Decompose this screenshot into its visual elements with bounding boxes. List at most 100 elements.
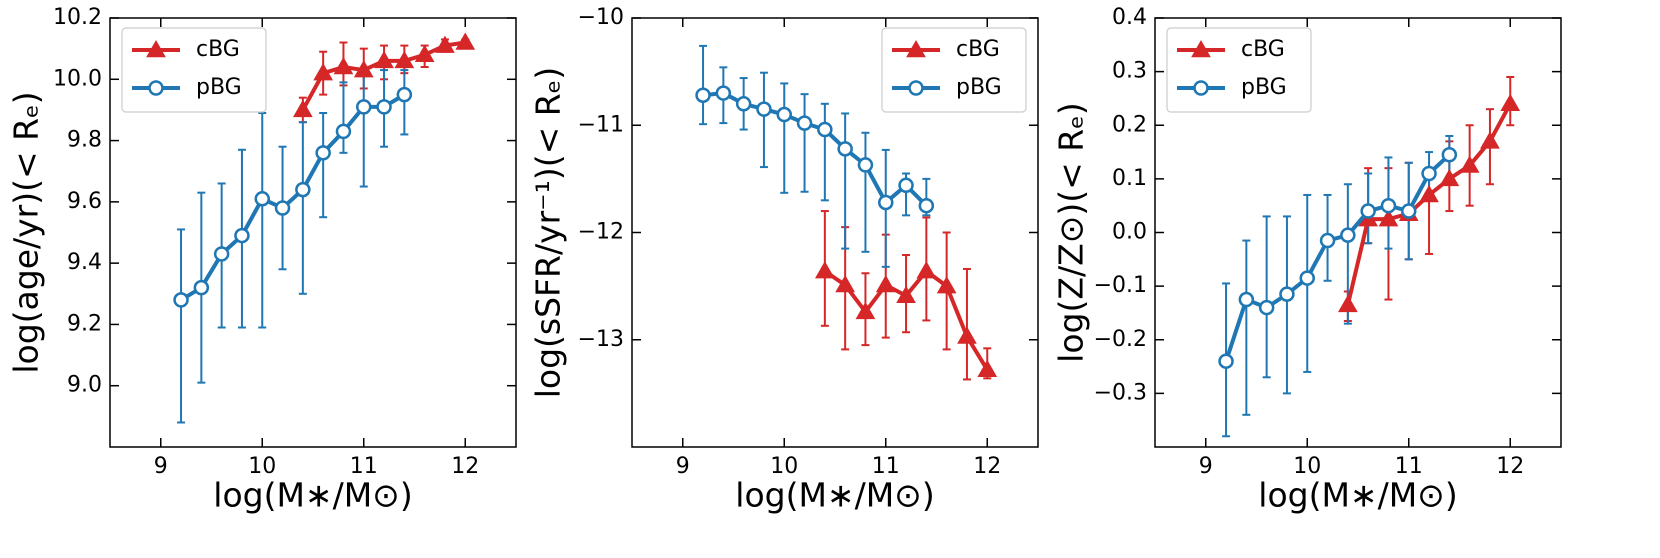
- y-tick-label: −0.1: [1094, 273, 1147, 298]
- marker: [1319, 232, 1336, 249]
- legend-box: [881, 27, 1027, 113]
- error-bar: [258, 111, 267, 329]
- error-bar: [759, 71, 768, 169]
- marker: [1419, 184, 1439, 203]
- marker: [353, 60, 374, 78]
- marker: [835, 275, 856, 293]
- error-bar: [820, 102, 829, 202]
- error-bar: [319, 111, 328, 219]
- legend-label: cBG: [196, 37, 240, 62]
- marker: [1439, 168, 1460, 187]
- marker: [837, 141, 853, 157]
- y-tick-label: 10.2: [53, 5, 102, 30]
- marker: [333, 57, 354, 75]
- marker: [394, 50, 415, 69]
- y-tick-label: 9.0: [67, 373, 102, 398]
- marker: [817, 121, 833, 138]
- error-bar: [861, 131, 870, 253]
- marker: [356, 99, 372, 115]
- y-tick-label: 10.0: [53, 66, 102, 91]
- series-line: [1224, 153, 1451, 362]
- marker: [875, 275, 896, 293]
- legend-box: [121, 27, 267, 113]
- y-tick-label: 9.4: [67, 250, 102, 275]
- marker: [1480, 131, 1500, 149]
- x-axis-label: log(M∗/M⊙): [735, 476, 934, 515]
- marker: [234, 227, 250, 244]
- x-tick-label: 9: [676, 454, 690, 479]
- marker: [916, 261, 937, 279]
- marker: [148, 80, 164, 96]
- marker: [1279, 286, 1295, 302]
- marker: [1380, 197, 1397, 214]
- y-tick-label: −0.2: [1094, 327, 1147, 352]
- marker: [1401, 203, 1417, 219]
- marker: [292, 99, 313, 118]
- x-tick-label: 9: [154, 454, 168, 479]
- marker: [1340, 227, 1356, 243]
- error-bar: [1282, 215, 1291, 395]
- x-axis-label: log(M∗/M⊙): [1258, 476, 1457, 515]
- marker: [1500, 93, 1521, 112]
- y-tick-label: −13: [578, 327, 624, 352]
- marker: [193, 279, 210, 296]
- marker: [715, 85, 732, 101]
- error-bar: [177, 228, 186, 424]
- marker: [1378, 209, 1399, 227]
- marker: [756, 101, 772, 117]
- marker: [1421, 165, 1437, 182]
- marker: [414, 44, 435, 63]
- error-bar: [339, 81, 348, 154]
- marker: [254, 191, 270, 207]
- error-bar: [699, 44, 708, 126]
- y-axis-label: log(Z/Z⊙)(< Rₑ): [1052, 102, 1091, 363]
- legend-label: pBG: [1241, 75, 1287, 100]
- marker: [735, 96, 752, 112]
- marker: [213, 246, 230, 262]
- error-bar: [1262, 215, 1271, 379]
- y-tick-label: 0.4: [1112, 5, 1147, 30]
- marker: [918, 197, 935, 214]
- y-tick-label: 9.2: [67, 311, 102, 336]
- legend-label: cBG: [956, 37, 1000, 62]
- plot-frame: [109, 17, 517, 448]
- marker: [1238, 291, 1255, 308]
- error-bar: [800, 93, 809, 193]
- legend-label: cBG: [1241, 37, 1285, 62]
- marker: [146, 39, 166, 58]
- marker: [814, 261, 835, 279]
- error-bar: [298, 121, 307, 295]
- y-tick-label: 0.3: [1112, 59, 1147, 84]
- marker: [455, 32, 476, 50]
- x-tick-label: 11: [350, 454, 378, 479]
- panel: 9 10 11 12 −0.3 −0.2 −0.1 0.0 0.1 0.2 0.3 0.4 log(M∗…: [1052, 5, 1562, 515]
- marker: [896, 285, 916, 304]
- y-tick-label: 0.1: [1112, 166, 1147, 191]
- marker: [855, 301, 876, 320]
- marker: [857, 157, 874, 173]
- marker: [1337, 294, 1358, 313]
- marker: [315, 145, 331, 161]
- marker: [1360, 203, 1376, 219]
- marker: [936, 276, 957, 294]
- marker: [1218, 353, 1234, 369]
- y-tick-label: −12: [578, 220, 624, 245]
- marker: [1193, 80, 1209, 96]
- legend: cBG pBG: [881, 27, 1027, 113]
- legend: cBG pBG: [1166, 27, 1312, 113]
- marker: [1191, 39, 1211, 58]
- legend-label: pBG: [196, 75, 242, 100]
- panel: 9 10 11 12 −13 −12 −11 −10 log(M∗/M⊙) log(sSFR/yr…: [529, 5, 1039, 515]
- marker: [878, 194, 894, 211]
- x-tick-label: 12: [1496, 454, 1524, 479]
- marker: [1459, 155, 1480, 173]
- y-tick-label: 9.8: [67, 128, 102, 153]
- x-tick-label: 12: [451, 454, 479, 479]
- y-axis-label: log(age/yr)(< Rₑ): [7, 91, 46, 373]
- marker: [173, 292, 189, 308]
- y-tick-label: −0.3: [1094, 380, 1147, 405]
- legend-box: [1166, 27, 1312, 113]
- error-bar: [962, 267, 971, 381]
- y-tick-label: 9.6: [67, 189, 102, 214]
